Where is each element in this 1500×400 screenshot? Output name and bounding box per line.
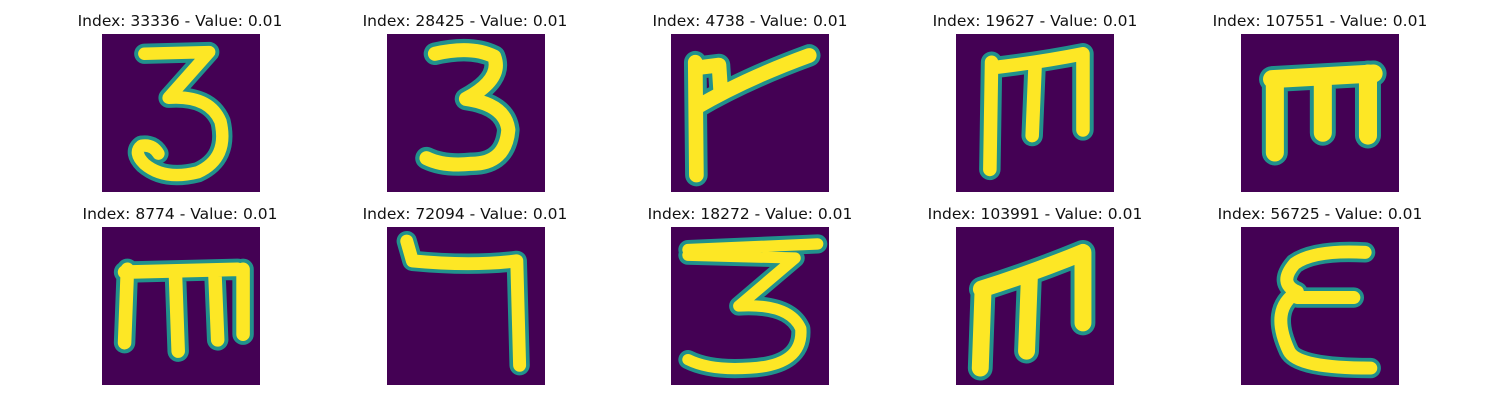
image-cell: Index: 103991 - Value: 0.01 (893, 205, 1177, 395)
image-cell: Index: 4738 - Value: 0.01 (608, 12, 892, 202)
digit-image (956, 227, 1114, 385)
image-cell: Index: 28425 - Value: 0.01 (323, 12, 607, 202)
image-title: Index: 18272 - Value: 0.01 (647, 205, 853, 223)
image-cell: Index: 8774 - Value: 0.01 (38, 205, 322, 395)
image-title: Index: 33336 - Value: 0.01 (77, 12, 283, 30)
image-title: Index: 19627 - Value: 0.01 (932, 12, 1138, 30)
digit-image (387, 227, 545, 385)
image-cell: Index: 72094 - Value: 0.01 (323, 205, 607, 395)
image-title: Index: 8774 - Value: 0.01 (82, 205, 278, 223)
image-cell: Index: 33336 - Value: 0.01 (38, 12, 322, 202)
digit-image (102, 34, 260, 192)
digit-image (1241, 34, 1399, 192)
image-title: Index: 103991 - Value: 0.01 (927, 205, 1143, 223)
image-cell: Index: 18272 - Value: 0.01 (608, 205, 892, 395)
image-cell: Index: 19627 - Value: 0.01 (893, 12, 1177, 202)
image-title: Index: 28425 - Value: 0.01 (362, 12, 568, 30)
digit-image (956, 34, 1114, 192)
digit-image (671, 34, 829, 192)
image-title: Index: 107551 - Value: 0.01 (1212, 12, 1428, 30)
image-title: Index: 72094 - Value: 0.01 (362, 205, 568, 223)
image-cell: Index: 56725 - Value: 0.01 (1178, 205, 1462, 395)
digit-image (671, 227, 829, 385)
image-cell: Index: 107551 - Value: 0.01 (1178, 12, 1462, 202)
image-title: Index: 56725 - Value: 0.01 (1217, 205, 1423, 223)
digit-image (387, 34, 545, 192)
digit-image (102, 227, 260, 385)
image-title: Index: 4738 - Value: 0.01 (652, 12, 848, 30)
digit-image (1241, 227, 1399, 385)
